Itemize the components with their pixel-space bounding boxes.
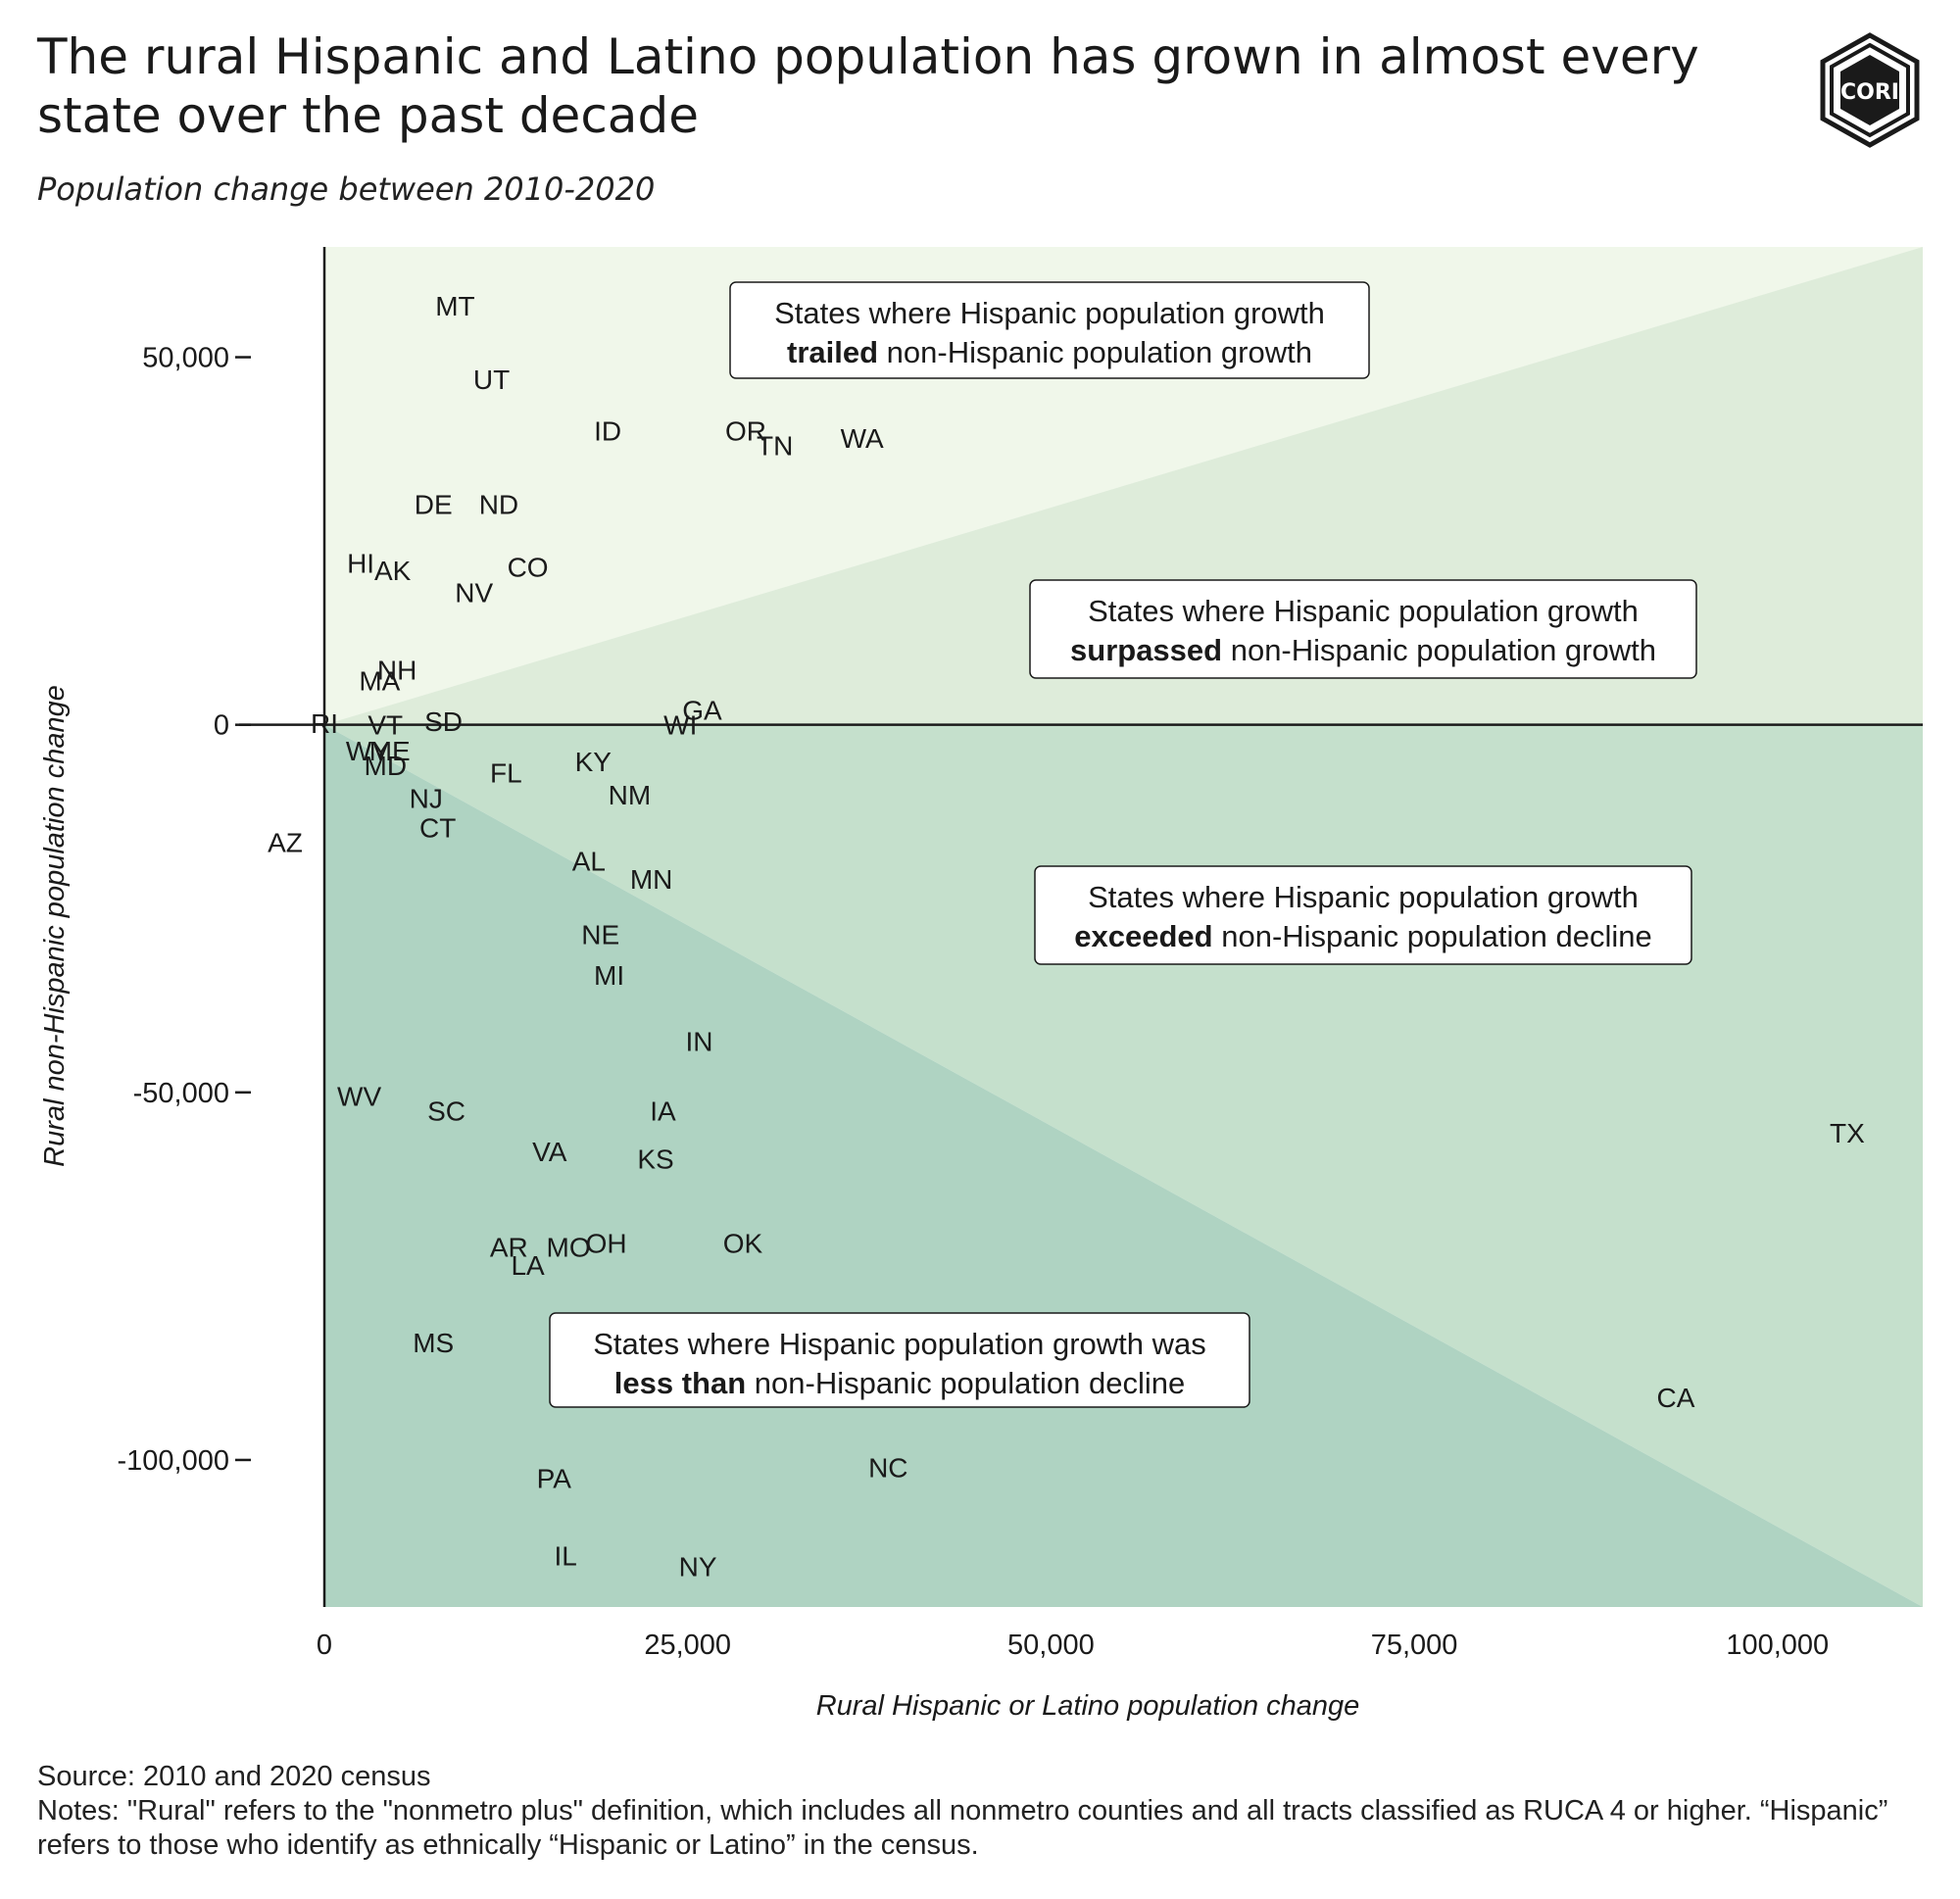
annotation-box: States where Hispanic population growth e… <box>1034 865 1692 965</box>
annotation-line-2: trailed non-Hispanic population growth <box>787 335 1312 369</box>
state-label: OK <box>723 1229 763 1259</box>
state-label: NE <box>581 920 619 950</box>
x-tick-label: 75,000 <box>1371 1630 1458 1661</box>
x-tick-label: 0 <box>317 1630 332 1661</box>
y-tick-label: -100,000 <box>118 1445 230 1477</box>
state-label: OR <box>725 416 766 447</box>
state-label: HI <box>347 549 374 579</box>
state-label: GA <box>682 696 722 726</box>
state-label: NV <box>455 578 493 609</box>
state-label: SD <box>424 706 463 737</box>
state-label: AZ <box>268 828 303 858</box>
state-label: WY <box>346 736 390 766</box>
state-label: AR <box>490 1232 528 1262</box>
state-label: RI <box>311 708 338 739</box>
annotation-line-1: States where Hispanic population growth <box>774 296 1325 330</box>
state-label: VA <box>532 1137 567 1167</box>
y-tick-label: 50,000 <box>142 343 229 374</box>
state-label: DE <box>415 490 453 520</box>
logo-text: CORI <box>1840 80 1899 105</box>
state-label: NH <box>377 655 416 685</box>
state-label: MO <box>547 1232 591 1262</box>
cori-logo: CORI <box>1820 32 1920 148</box>
annotation-frame <box>1034 865 1692 965</box>
chart-subtitle: Population change between 2010-2020 <box>37 170 656 208</box>
x-axis-label: Rural Hispanic or Latino population chan… <box>816 1690 1360 1722</box>
annotation-box: States where Hispanic population growth t… <box>729 281 1370 379</box>
state-label: IN <box>686 1026 713 1056</box>
annotation-box: States where Hispanic population growth s… <box>1029 579 1697 679</box>
source-note: Source: 2010 and 2020 census <box>37 1761 431 1792</box>
state-label: MD <box>365 751 408 781</box>
annotation-rest: non-Hispanic population growth <box>878 335 1312 369</box>
scatter-chart: 50,000 0 -50,000 -100,000 0 25,000 50,000 75,00… <box>39 247 1923 1722</box>
x-tick-label: 100,000 <box>1726 1630 1829 1661</box>
annotation-bold-term: less than <box>614 1366 746 1400</box>
y-tick-label: -50,000 <box>133 1078 229 1109</box>
state-label: TX <box>1830 1118 1865 1148</box>
annotation-bold-term: exceeded <box>1074 919 1212 953</box>
state-label: MS <box>413 1328 454 1358</box>
state-label: CT <box>419 813 456 844</box>
annotation-rest: non-Hispanic population growth <box>1222 633 1656 667</box>
annotation-frame <box>1029 579 1697 679</box>
annotation-rest: non-Hispanic population decline <box>1213 919 1652 953</box>
state-label: WV <box>337 1082 381 1112</box>
tick-labels: 50,000 0 -50,000 -100,000 0 25,000 50,000 75,00… <box>118 343 1830 1661</box>
state-label: CA <box>1656 1383 1694 1413</box>
footer: Source: 2010 and 2020 census Notes: "Rur… <box>37 1760 1929 1863</box>
state-label: IA <box>650 1096 676 1127</box>
annotation-box: States where Hispanic population growth … <box>549 1312 1250 1408</box>
state-label: MN <box>630 864 673 895</box>
annotation-line-1: States where Hispanic population growth <box>1088 594 1639 628</box>
state-label: ND <box>479 490 518 520</box>
state-label: NY <box>679 1552 717 1582</box>
definition-note: Notes: "Rural" refers to the "nonmetro p… <box>37 1795 1888 1861</box>
annotation-frame <box>549 1312 1250 1408</box>
chart-title: The rural Hispanic and Latino population… <box>37 28 1699 144</box>
state-label: NJ <box>410 784 443 814</box>
state-label: FL <box>490 757 522 788</box>
state-label: SC <box>427 1096 466 1127</box>
annotation-frame <box>729 281 1370 379</box>
state-label: VT <box>368 710 403 741</box>
state-label: MI <box>594 960 624 991</box>
state-label: OH <box>586 1229 627 1259</box>
state-label: MT <box>435 291 474 321</box>
x-tick-label: 25,000 <box>644 1630 731 1661</box>
state-label: PA <box>537 1464 572 1494</box>
state-label: ID <box>594 416 621 447</box>
y-tick-label: 0 <box>214 710 229 742</box>
state-label: LA <box>511 1250 545 1281</box>
state-label: WA <box>841 423 884 454</box>
state-label: TN <box>757 431 793 462</box>
state-label: CO <box>508 552 549 582</box>
annotation-rest: non-Hispanic population decline <box>746 1366 1185 1400</box>
state-label: NC <box>868 1452 907 1483</box>
state-label: AK <box>374 556 412 586</box>
x-tick-label: 50,000 <box>1007 1630 1095 1661</box>
state-label: AL <box>572 846 606 876</box>
annotation-line-2: surpassed non-Hispanic population growth <box>1070 633 1656 667</box>
annotation-bold-term: trailed <box>787 335 878 369</box>
state-label: MA <box>359 666 400 697</box>
state-label: IL <box>554 1540 576 1571</box>
y-axis-label: Rural non-Hispanic population change <box>39 685 71 1167</box>
annotation-line-1: States where Hispanic population growth <box>1088 880 1639 914</box>
annotation-line-2: exceeded non-Hispanic population decline <box>1074 919 1651 953</box>
region-annotations: States where Hispanic population growth t… <box>549 281 1697 1408</box>
annotation-line-2: less than non-Hispanic population declin… <box>614 1366 1185 1400</box>
state-label: NM <box>609 780 652 810</box>
state-label: WI <box>663 710 697 741</box>
state-label: KS <box>637 1144 673 1174</box>
state-label: KY <box>575 747 612 777</box>
axes <box>239 247 1923 1607</box>
state-label: ME <box>369 736 411 766</box>
annotation-line-1: States where Hispanic population growth … <box>593 1327 1206 1361</box>
state-label: UT <box>473 365 510 395</box>
annotation-bold-term: surpassed <box>1070 633 1222 667</box>
